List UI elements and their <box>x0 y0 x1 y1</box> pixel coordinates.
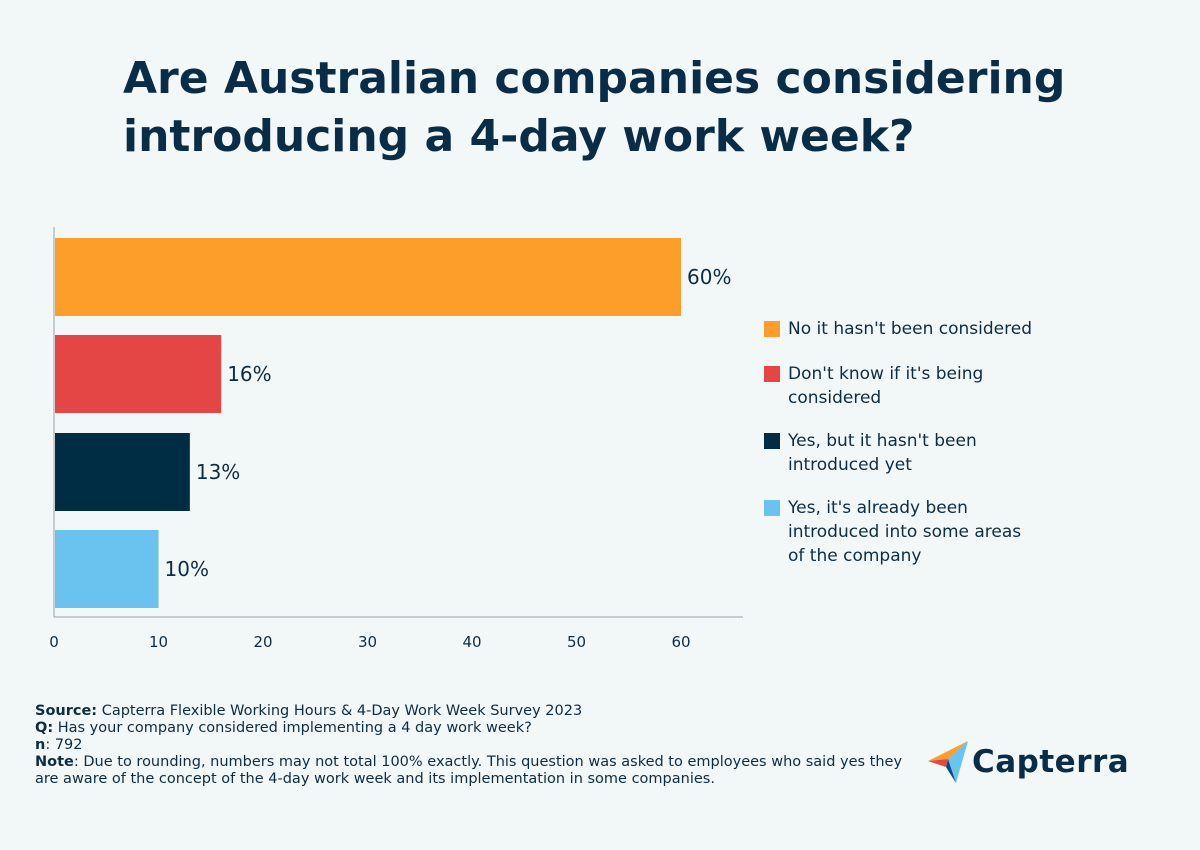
legend: No it hasn't been considered Don't know … <box>762 317 1062 568</box>
x-tick-label: 60 <box>671 633 690 651</box>
x-tick-label: 30 <box>358 633 377 651</box>
legend-swatch <box>764 321 780 337</box>
footnote: Source: Capterra Flexible Working Hours … <box>35 703 925 788</box>
legend-item-dont-know: Don't know if it's being considered <box>762 362 1048 410</box>
x-tick-label: 10 <box>149 633 168 651</box>
bar-1 <box>55 335 222 413</box>
bar-0 <box>55 238 681 316</box>
legend-label: Yes, it's already been <box>788 498 968 518</box>
legend-label: of the company <box>788 546 922 566</box>
legend-label: No it hasn't been considered <box>788 319 1032 339</box>
legend-label: considered <box>788 388 882 408</box>
bar-data-label: 13% <box>196 460 240 484</box>
legend-swatch <box>764 366 780 382</box>
chart-title: Are Australian companies considering int… <box>123 53 1066 162</box>
capterra-logo-icon <box>928 741 968 783</box>
capterra-logo: Capterra <box>928 740 1129 784</box>
footnote-note: Note: Due to rounding, numbers may not t… <box>35 754 903 787</box>
legend-label: Don't know if it's being <box>788 364 984 384</box>
bar-chart: 60% 16% 13% 10% 0 10 20 30 40 50 60 <box>49 227 743 651</box>
legend-label: introduced yet <box>788 455 912 475</box>
x-tick-label: 20 <box>253 633 272 651</box>
bar-data-label: 60% <box>687 265 731 289</box>
bar-data-label: 10% <box>165 557 209 581</box>
x-tick-label: 40 <box>462 633 481 651</box>
bar-2 <box>55 433 190 511</box>
logo-text: Capterra <box>972 744 1130 780</box>
x-tick-label: 50 <box>567 633 586 651</box>
bar-data-label: 16% <box>227 362 271 386</box>
legend-swatch <box>764 500 780 516</box>
legend-label: Yes, but it hasn't been <box>788 431 977 451</box>
legend-label: introduced into some areas <box>788 522 1022 542</box>
footnote-sample-size: n: 792 <box>35 737 83 753</box>
legend-item-yes-not-introduced: Yes, but it hasn't been introduced yet <box>762 429 1048 477</box>
legend-item-yes-introduced: Yes, it's already been introduced into s… <box>762 496 1048 568</box>
bar-3 <box>55 530 159 608</box>
footnote-question: Q: Has your company considered implement… <box>35 720 532 736</box>
legend-swatch <box>764 433 780 449</box>
legend-item-no: No it hasn't been considered <box>762 317 1048 341</box>
footnote-source: Source: Capterra Flexible Working Hours … <box>35 703 583 719</box>
x-tick-label: 0 <box>49 633 59 651</box>
